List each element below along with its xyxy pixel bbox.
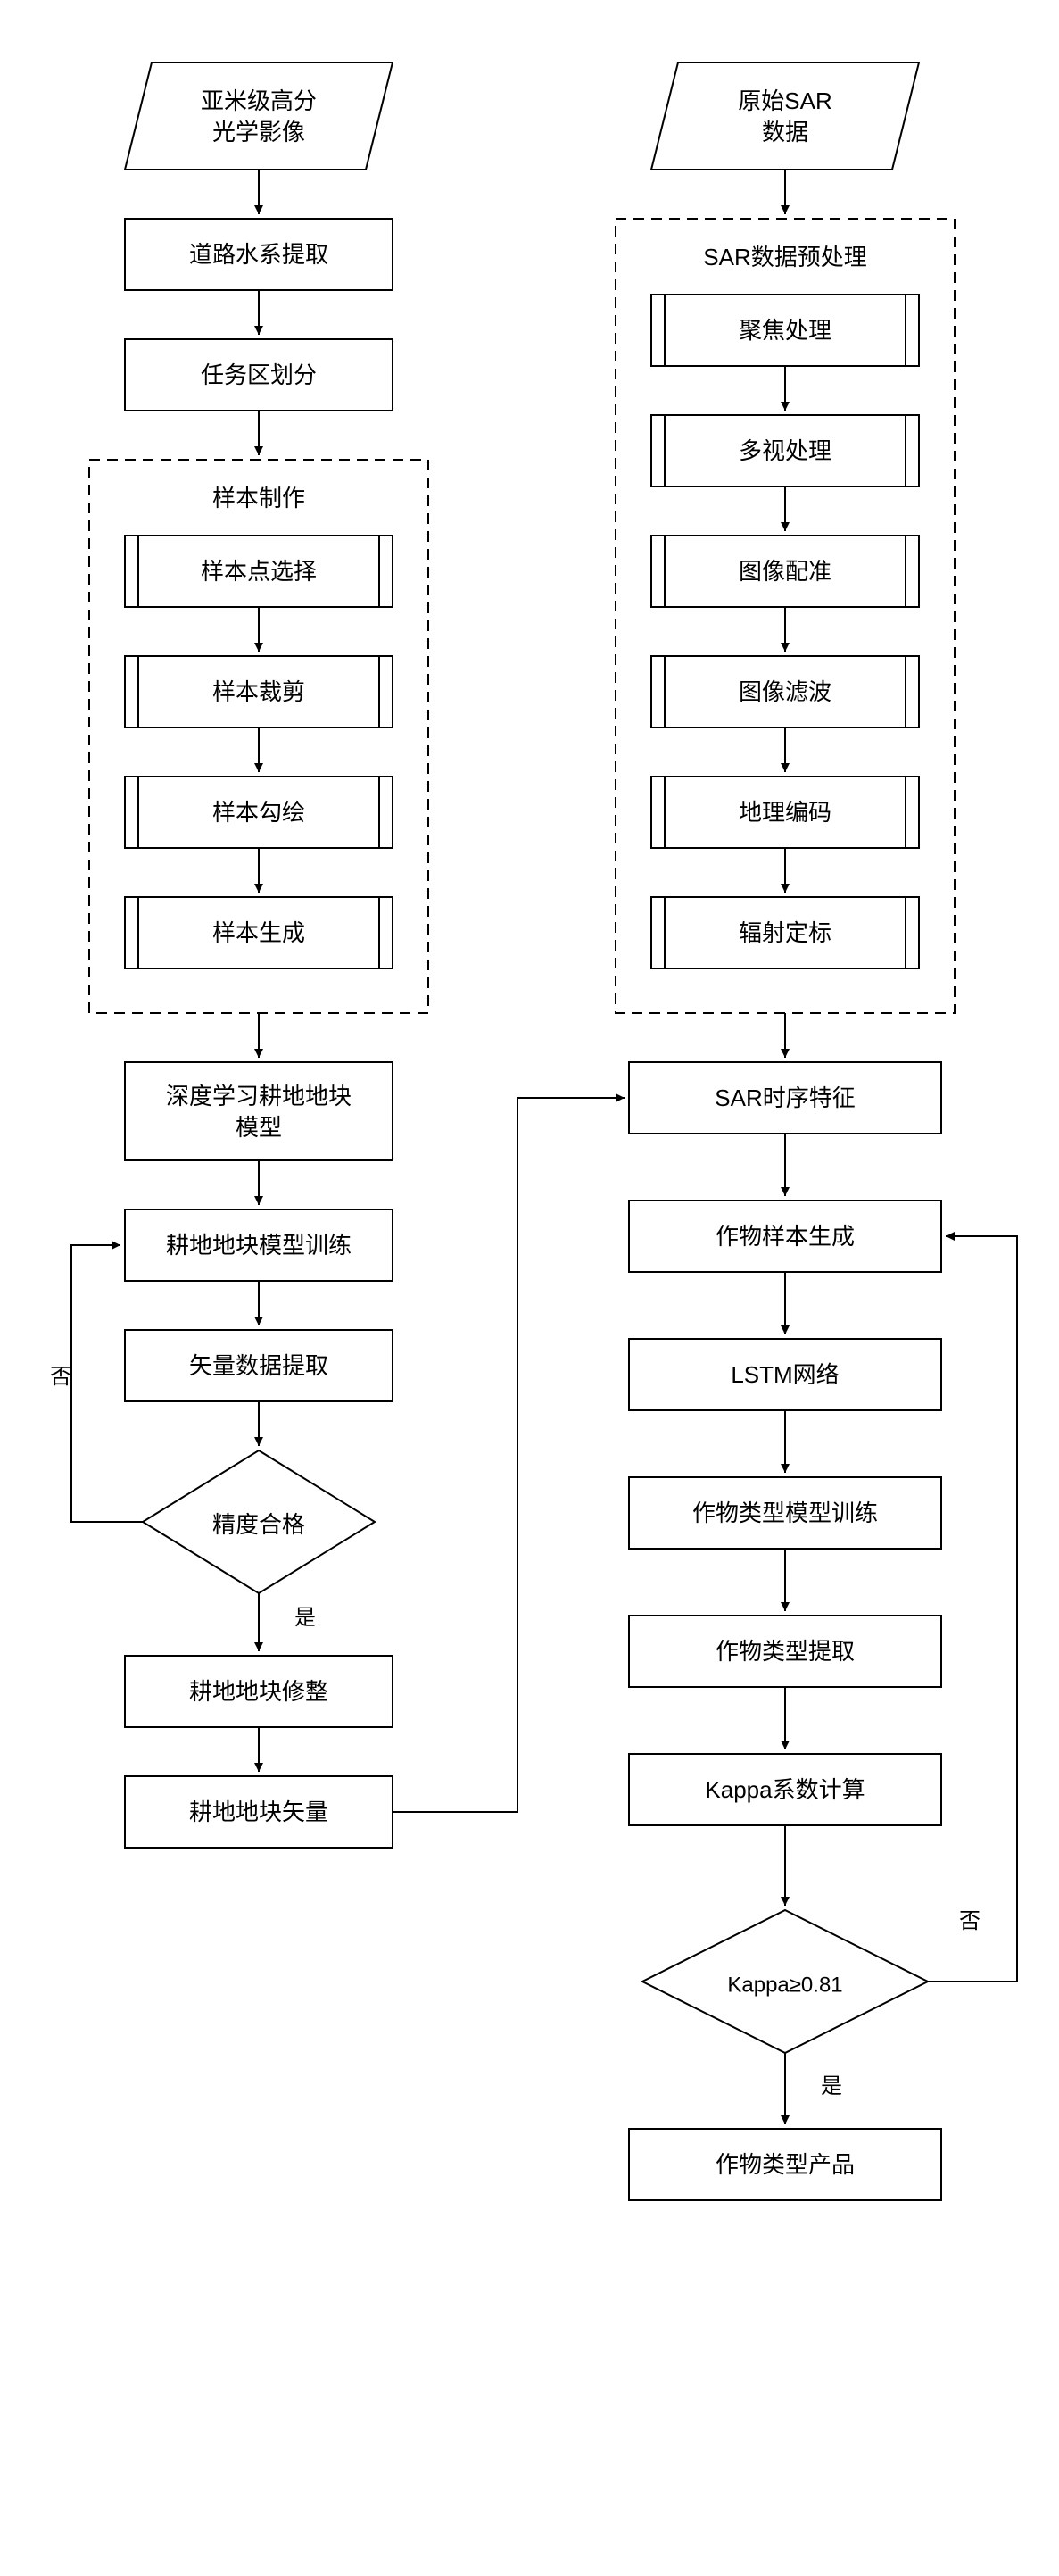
- svg-text:地理编码: 地理编码: [739, 799, 831, 826]
- left-step-task-area: 任务区划分: [125, 339, 393, 411]
- svg-text:LSTM网络: LSTM网络: [731, 1361, 839, 1388]
- svg-text:深度学习耕地地块: 深度学习耕地地块: [166, 1083, 352, 1109]
- right-sample-gen: 作物样本生成: [629, 1201, 941, 1272]
- left-model-train: 耕地地块模型训练: [125, 1209, 393, 1281]
- svg-text:作物类型提取: 作物类型提取: [716, 1638, 855, 1665]
- svg-text:样本勾绘: 样本勾绘: [212, 799, 305, 826]
- right-product: 作物类型产品: [629, 2129, 941, 2200]
- right-preprocess-group: SAR数据预处理 聚焦处理 多视处理 图像配准 图像滤波 地理编码: [616, 219, 955, 1013]
- left-start-line1: 亚米级高分: [201, 87, 317, 114]
- svg-text:样本裁剪: 样本裁剪: [212, 678, 305, 705]
- right-start-node: 原始SAR 数据: [651, 62, 919, 170]
- svg-text:聚焦处理: 聚焦处理: [739, 317, 831, 344]
- svg-text:SAR时序特征: SAR时序特征: [715, 1084, 855, 1111]
- right-extract: 作物类型提取: [629, 1616, 941, 1687]
- left-decision: 精度合格: [143, 1450, 375, 1593]
- svg-text:道路水系提取: 道路水系提取: [189, 241, 328, 268]
- svg-text:耕地地块矢量: 耕地地块矢量: [189, 1799, 328, 1825]
- left-vector-extract: 矢量数据提取: [125, 1330, 393, 1401]
- sample-step-4: 样本生成: [125, 897, 393, 968]
- svg-text:样本点选择: 样本点选择: [201, 558, 317, 585]
- left-vector-output: 耕地地块矢量: [125, 1776, 393, 1848]
- preprocess-step-4: 图像滤波: [651, 656, 919, 727]
- svg-text:耕地地块模型训练: 耕地地块模型训练: [166, 1232, 352, 1259]
- svg-text:作物类型产品: 作物类型产品: [716, 2151, 855, 2178]
- sample-group-title: 样本制作: [212, 485, 305, 511]
- sample-step-1: 样本点选择: [125, 536, 393, 607]
- svg-text:Kappa≥0.81: Kappa≥0.81: [727, 1973, 842, 1997]
- left-start-node: 亚米级高分 光学影像: [125, 62, 393, 170]
- right-feature: SAR时序特征: [629, 1062, 941, 1134]
- right-decision: Kappa≥0.81: [642, 1910, 928, 2053]
- left-dl-model: 深度学习耕地地块 模型: [125, 1062, 393, 1160]
- svg-text:Kappa系数计算: Kappa系数计算: [705, 1776, 865, 1803]
- svg-text:样本生成: 样本生成: [212, 919, 305, 946]
- svg-text:多视处理: 多视处理: [739, 437, 831, 464]
- preprocess-step-3: 图像配准: [651, 536, 919, 607]
- svg-text:辐射定标: 辐射定标: [739, 919, 831, 946]
- left-sample-group: 样本制作 样本点选择 样本裁剪 样本勾绘 样本生成: [89, 460, 428, 1013]
- right-lstm: LSTM网络: [629, 1339, 941, 1410]
- right-train: 作物类型模型训练: [629, 1477, 941, 1549]
- right-kappa: Kappa系数计算: [629, 1754, 941, 1825]
- left-decision-no: 否: [50, 1365, 71, 1389]
- svg-text:矢量数据提取: 矢量数据提取: [189, 1352, 328, 1379]
- preprocess-step-5: 地理编码: [651, 777, 919, 848]
- preprocess-title: SAR数据预处理: [703, 244, 866, 270]
- left-decision-yes: 是: [294, 1606, 316, 1630]
- left-trim: 耕地地块修整: [125, 1656, 393, 1727]
- right-start-line1: 原始SAR: [738, 87, 831, 114]
- flowchart-diagram: 亚米级高分 光学影像 道路水系提取 任务区划分 样本制作 样本点选择 样本裁剪 …: [18, 18, 1059, 2558]
- svg-text:图像滤波: 图像滤波: [739, 678, 831, 705]
- svg-text:作物类型模型训练: 作物类型模型训练: [692, 1500, 878, 1526]
- right-decision-no: 否: [959, 1909, 980, 1933]
- right-start-line2: 数据: [762, 119, 808, 145]
- svg-text:任务区划分: 任务区划分: [201, 361, 317, 388]
- right-decision-yes: 是: [821, 2074, 842, 2098]
- preprocess-step-6: 辐射定标: [651, 897, 919, 968]
- svg-text:耕地地块修整: 耕地地块修整: [189, 1678, 328, 1705]
- sample-step-2: 样本裁剪: [125, 656, 393, 727]
- left-step-road-water: 道路水系提取: [125, 219, 393, 290]
- preprocess-step-2: 多视处理: [651, 415, 919, 486]
- svg-text:图像配准: 图像配准: [739, 558, 831, 585]
- sample-step-3: 样本勾绘: [125, 777, 393, 848]
- preprocess-step-1: 聚焦处理: [651, 295, 919, 366]
- svg-text:作物样本生成: 作物样本生成: [716, 1223, 855, 1250]
- svg-text:精度合格: 精度合格: [212, 1511, 305, 1538]
- svg-text:模型: 模型: [236, 1114, 282, 1141]
- left-start-line2: 光学影像: [212, 119, 305, 145]
